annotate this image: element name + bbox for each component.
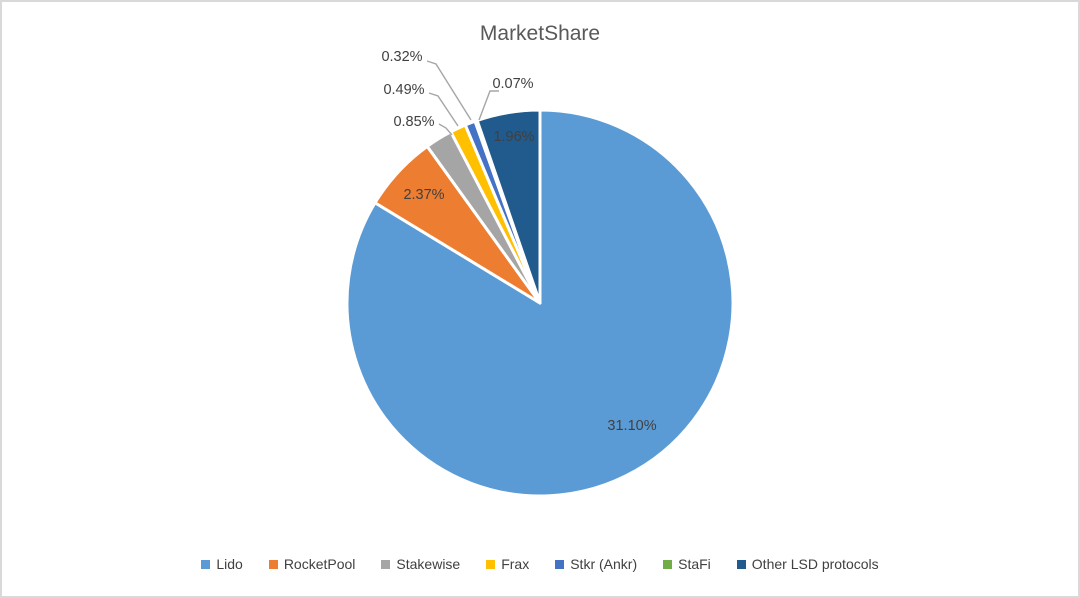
- legend-item-rocketpool: RocketPool: [268, 556, 356, 572]
- legend-item-stafi: StaFi: [663, 556, 711, 572]
- pie-slice-lido: [345, 108, 735, 498]
- legend-label-other-lsd-protocols: Other LSD protocols: [751, 556, 879, 572]
- pie-slice-other-lsd-protocols: [475, 108, 542, 305]
- legend-label-frax: Frax: [501, 556, 530, 572]
- legend-marker-stakewise: [381, 559, 391, 569]
- data-label-lido: 31.10%: [607, 418, 656, 434]
- legend-item-other-lsd-protocols: Other LSD protocols: [736, 556, 879, 572]
- legend-label-stkr-ankr: Stkr (Ankr): [570, 556, 638, 572]
- data-label-frax: 0.49%: [383, 82, 424, 98]
- legend-marker-frax: [486, 559, 496, 569]
- legend-marker-other-lsd-protocols: [736, 559, 746, 569]
- legend-marker-stafi: [663, 559, 673, 569]
- data-label-rocketpool: 2.37%: [403, 187, 444, 203]
- legend-label-rocketpool: RocketPool: [283, 556, 356, 572]
- legend-item-lido: Lido: [201, 556, 243, 572]
- legend-marker-lido: [201, 559, 211, 569]
- data-label-stakewise: 0.85%: [393, 114, 434, 130]
- legend: Lido RocketPool Stakewise Frax Stkr (Ankr) St…: [2, 556, 1078, 572]
- leader-line-stakewise: [438, 123, 453, 136]
- legend-marker-stkr-ankr: [555, 559, 565, 569]
- legend-item-stakewise: Stakewise: [381, 556, 460, 572]
- legend-marker-rocketpool: [268, 559, 278, 569]
- chart-title: MarketShare: [479, 22, 601, 45]
- data-label-stafi: 0.07%: [492, 76, 533, 92]
- legend-item-stkr-ankr: Stkr (Ankr): [555, 556, 637, 572]
- legend-label-stafi: StaFi: [678, 556, 711, 572]
- leader-line-stafi: [478, 90, 499, 121]
- leader-line-frax: [428, 92, 459, 127]
- data-label-other-lsd-protocols: 1.96%: [493, 129, 534, 145]
- legend-item-frax: Frax: [486, 556, 529, 572]
- legend-label-stakewise: Stakewise: [396, 556, 461, 572]
- leader-line-stkr-ankr: [426, 60, 472, 121]
- data-label-stkr-ankr: 0.32%: [381, 49, 422, 65]
- legend-label-lido: Lido: [216, 556, 243, 572]
